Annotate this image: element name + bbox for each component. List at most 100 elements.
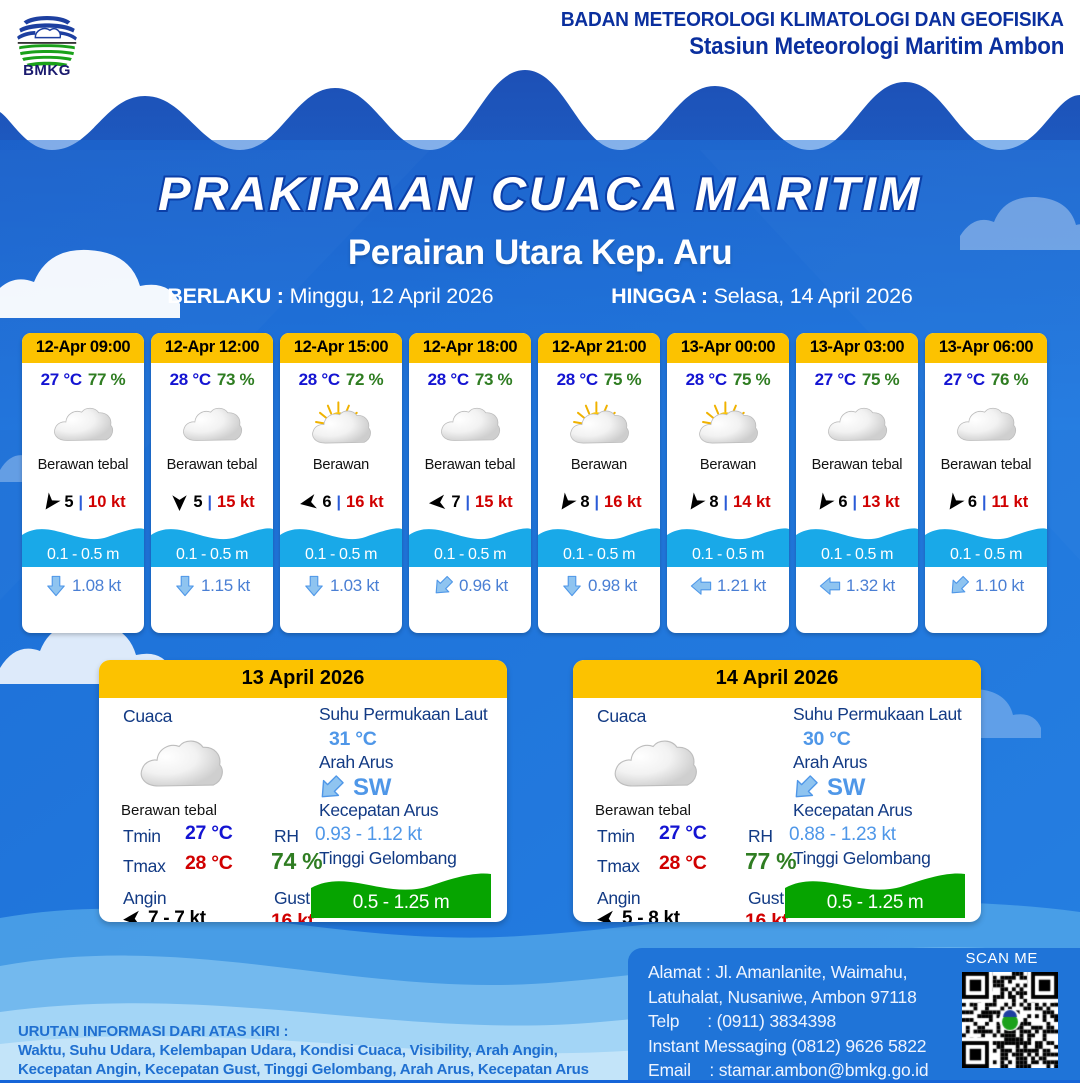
legend-line-2: Waktu, Suhu Udara, Kelembapan Udara, Kon…: [18, 1042, 558, 1059]
humidity: 77 %: [87, 370, 126, 389]
temp-humidity-row: 27 °C 77 %: [22, 370, 144, 390]
label-kecepatan-arus: Kecepatan Arus: [319, 800, 439, 820]
wind-arrow-w-icon: [298, 492, 319, 513]
current-direction: SW: [827, 774, 866, 801]
temp-humidity-row: 27 °C 75 %: [796, 370, 918, 390]
current-speed: 1.10 kt: [975, 576, 1024, 595]
separator: |: [594, 493, 600, 511]
weather-condition: Berawan tebal: [121, 802, 217, 819]
daily-summary-panel: 14 April 2026 Cuaca Berawan tebal Tmin 2…: [573, 660, 981, 922]
air-temperature: 28 °C: [298, 370, 341, 389]
cloud-overcast-icon: [609, 732, 701, 794]
wind-row: 7 | 15 kt: [409, 492, 531, 513]
temp-humidity-row: 28 °C 73 %: [409, 370, 531, 390]
wind-speed: 13 kt: [862, 493, 900, 511]
current-arrow-s-icon: [303, 575, 325, 597]
tmin-value: 27 °C: [185, 822, 233, 844]
visibility: 6: [322, 493, 332, 511]
agency-name: BADAN METEOROLOGI KLIMATOLOGI DAN GEOFIS…: [561, 8, 1064, 31]
current-row: 1.21 kt: [667, 567, 789, 605]
sun-behind-cloud-icon: [280, 393, 402, 455]
temp-humidity-row: 28 °C 73 %: [151, 370, 273, 390]
humidity: 72 %: [345, 370, 384, 389]
wind-speed: 15 kt: [475, 493, 513, 511]
forecast-time: 12-Apr 21:00: [538, 333, 660, 363]
wind-speed: 11 kt: [991, 493, 1029, 511]
current-row: 0.98 kt: [538, 567, 660, 605]
wave-height-band: 0.1 - 0.5 m: [667, 521, 789, 567]
wave-height: 0.1 - 0.5 m: [304, 546, 378, 563]
separator: |: [723, 493, 729, 511]
label-tinggi-gelombang: Tinggi Gelombang: [319, 848, 457, 868]
wave-height: 0.1 - 0.5 m: [691, 546, 765, 563]
valid-to: HINGGA : Selasa, 14 April 2026: [611, 284, 913, 309]
humidity: 73 %: [216, 370, 255, 389]
forecast-card: 12-Apr 18:00 28 °C 73 % Berawan tebal 7 |…: [409, 333, 531, 633]
qr-code[interactable]: [962, 972, 1058, 1068]
page-header: BMKG BADAN METEOROLOGI KLIMATOLOGI DAN G…: [0, 0, 1080, 79]
wave-height-band: 0.5 - 1.25 m: [311, 870, 491, 918]
wave-height: 0.1 - 0.5 m: [562, 546, 636, 563]
legend-line-3: Kecepatan Angin, Kecepatan Gust, Tinggi …: [18, 1061, 589, 1078]
current-row: 1.15 kt: [151, 567, 273, 605]
wave-height: 0.1 - 0.5 m: [820, 546, 894, 563]
visibility: 8: [709, 493, 719, 511]
forecast-card: 13-Apr 00:00 28 °C 75 % Berawan: [667, 333, 789, 633]
temp-humidity-row: 27 °C 76 %: [925, 370, 1047, 390]
current-speed: 0.98 kt: [588, 576, 637, 595]
forecast-card-list: 12-Apr 09:00 27 °C 77 % Berawan tebal 5 |…: [22, 333, 1062, 633]
label-arah-arus: Arah Arus: [793, 752, 868, 772]
air-temperature: 27 °C: [943, 370, 986, 389]
humidity: 75 %: [732, 370, 771, 389]
wind-arrow-w-icon: [121, 908, 143, 922]
separator: |: [465, 493, 471, 511]
wind-arrow-sw-icon: [814, 492, 835, 513]
weather-condition: Berawan tebal: [595, 802, 691, 819]
wind-row: 6 | 16 kt: [280, 492, 402, 513]
forecast-card: 12-Apr 12:00 28 °C 73 % Berawan tebal 5 |…: [151, 333, 273, 633]
forecast-card: 12-Apr 21:00 28 °C 75 % Berawan: [538, 333, 660, 633]
current-arrow-sw-icon: [317, 774, 345, 802]
label-sst: Suhu Permukaan Laut: [319, 704, 488, 724]
label-cuaca: Cuaca: [597, 706, 647, 726]
current-speed: 1.08 kt: [72, 576, 121, 595]
daily-body: Cuaca Berawan tebal Tmin 27 °C Tmax 28 °…: [99, 698, 507, 922]
logo-text: BMKG: [23, 62, 71, 79]
humidity: 75 %: [603, 370, 642, 389]
separator: |: [78, 493, 84, 511]
wave-height: 0.1 - 0.5 m: [175, 546, 249, 563]
label-sst: Suhu Permukaan Laut: [793, 704, 962, 724]
weather-condition: Berawan: [699, 457, 757, 473]
label-gust: Gust: [748, 888, 784, 908]
visibility: 5: [193, 493, 203, 511]
humidity: 73 %: [474, 370, 513, 389]
current-direction: SW: [353, 774, 392, 801]
separator: |: [207, 493, 213, 511]
cloud-overcast-icon: [925, 393, 1047, 455]
wave-height-band: 0.1 - 0.5 m: [280, 521, 402, 567]
wind-speed: 16 kt: [346, 493, 384, 511]
wind-row: 5 | 10 kt: [22, 492, 144, 513]
visibility: 6: [967, 493, 977, 511]
current-arrow-sw-icon: [791, 774, 819, 802]
valid-from: BERLAKU : Minggu, 12 April 2026: [167, 284, 493, 309]
weather-condition: Berawan: [570, 457, 628, 473]
cloud-overcast-icon: [409, 393, 531, 455]
wave-height: 0.1 - 0.5 m: [46, 546, 120, 563]
wave-height: 0.1 - 0.5 m: [433, 546, 507, 563]
label-gust: Gust: [274, 888, 310, 908]
label-angin: Angin: [123, 888, 167, 908]
wind-row: 8 | 16 kt: [538, 492, 660, 513]
daily-summary-panel: 13 April 2026 Cuaca Berawan tebal Tmin 2…: [99, 660, 507, 922]
wind-value: 7 - 7 kt: [148, 908, 206, 922]
current-arrow-w-icon: [690, 575, 712, 597]
label-arah-arus: Arah Arus: [319, 752, 394, 772]
current-row: 1.03 kt: [280, 567, 402, 605]
visibility: 7: [451, 493, 461, 511]
forecast-time: 13-Apr 06:00: [925, 333, 1047, 363]
wave-height: 0.5 - 1.25 m: [352, 892, 450, 913]
valid-to-label: HINGGA :: [611, 284, 708, 308]
visibility: 8: [580, 493, 590, 511]
label-tmax: Tmax: [597, 856, 640, 876]
wind-value: 5 - 8 kt: [622, 908, 680, 922]
